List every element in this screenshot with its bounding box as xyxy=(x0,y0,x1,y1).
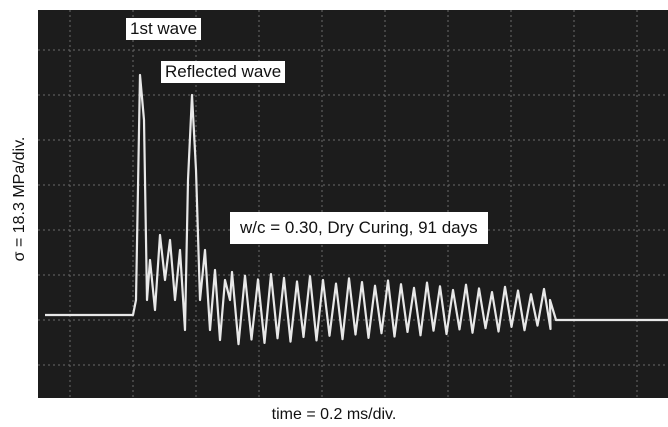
annotation: w/c = 0.30, Dry Curing, 91 days xyxy=(230,212,488,244)
waveform-trace xyxy=(45,73,668,346)
screen-background xyxy=(38,10,668,398)
annotation: Reflected wave xyxy=(161,61,286,83)
y-axis-label: σ = 18.3 MPa/div. xyxy=(11,136,28,262)
annotation: 1st wave xyxy=(126,18,202,40)
x-axis-label: time = 0.2 ms/div. xyxy=(271,406,397,423)
